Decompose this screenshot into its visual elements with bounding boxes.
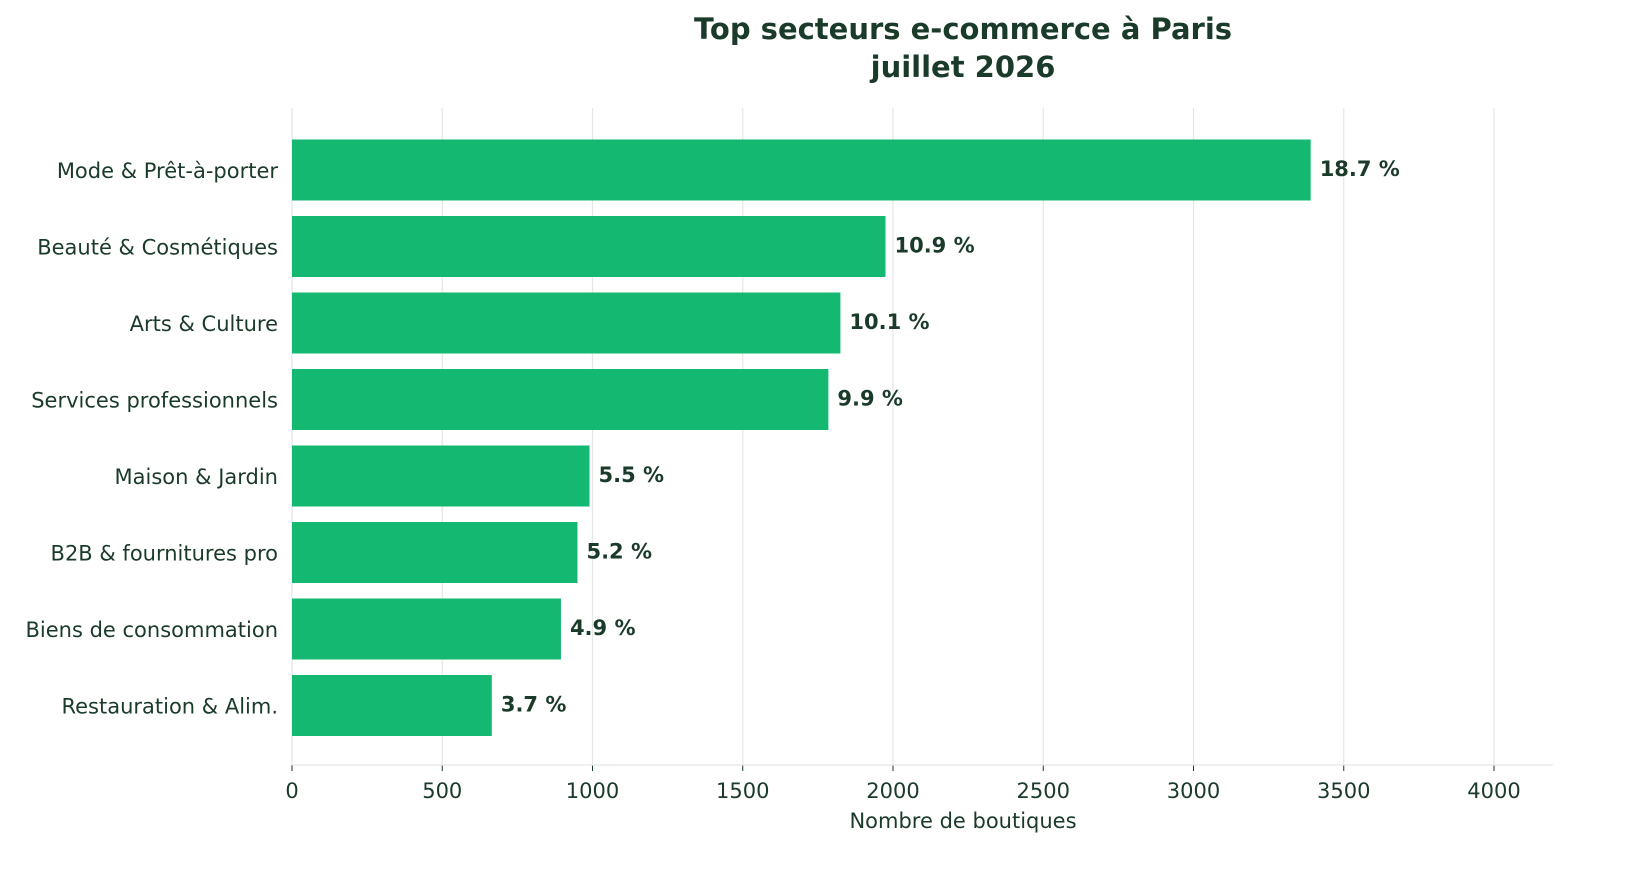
y-category-label: Arts & Culture	[130, 312, 278, 336]
x-tick-label: 2500	[1017, 779, 1070, 803]
chart-subtitle-line: juillet 2026	[870, 50, 1056, 84]
bar-value-label: 9.9 %	[837, 387, 903, 411]
x-tick-label: 3500	[1317, 779, 1370, 803]
bar-value-label: 5.2 %	[586, 540, 652, 564]
bar-value-label: 5.5 %	[598, 463, 664, 487]
bar	[292, 445, 590, 507]
x-tick-label: 500	[422, 779, 462, 803]
bar	[292, 522, 578, 583]
y-category-label: Mode & Prêt-à-porter	[57, 159, 279, 183]
y-category-label: Restauration & Alim.	[61, 695, 278, 719]
bars: Mode & Prêt-à-porter 18.7 % Beauté & Cosmé…	[25, 139, 1400, 736]
bar-value-label: 4.9 %	[570, 616, 636, 640]
chart-title: Top secteurs e-commerce à Paris juillet …	[292, 10, 1634, 86]
x-tick-label: 2000	[866, 779, 919, 803]
x-tick-label: 1000	[566, 779, 619, 803]
bar	[292, 369, 829, 430]
x-tick-label: 4000	[1467, 779, 1520, 803]
x-tick-label: 3000	[1167, 779, 1220, 803]
y-category-label: Beauté & Cosmétiques	[37, 236, 278, 260]
bar-value-label: 10.1 %	[849, 310, 929, 334]
y-category-label: B2B & fournitures pro	[51, 542, 278, 566]
x-axis: 0 500 1000 1500 2000 2500 3000 3500 4000	[285, 764, 1553, 803]
x-axis-title: Nombre de boutiques	[849, 809, 1076, 833]
chart-title-line: Top secteurs e-commerce à Paris	[693, 12, 1233, 46]
bar-value-label: 10.9 %	[894, 234, 974, 258]
x-tick-label: 0	[285, 779, 298, 803]
y-category-label: Maison & Jardin	[115, 465, 278, 489]
y-category-label: Services professionnels	[31, 389, 278, 413]
bar-value-label: 18.7 %	[1320, 157, 1400, 181]
y-category-label: Biens de consommation	[25, 618, 278, 642]
x-tick-label: 1500	[716, 779, 769, 803]
gridlines	[291, 108, 1495, 765]
bar	[292, 675, 492, 736]
bar	[292, 598, 561, 660]
bar	[292, 139, 1311, 201]
bar	[292, 292, 841, 354]
bar-value-label: 3.7 %	[501, 693, 567, 717]
bar	[292, 216, 886, 277]
